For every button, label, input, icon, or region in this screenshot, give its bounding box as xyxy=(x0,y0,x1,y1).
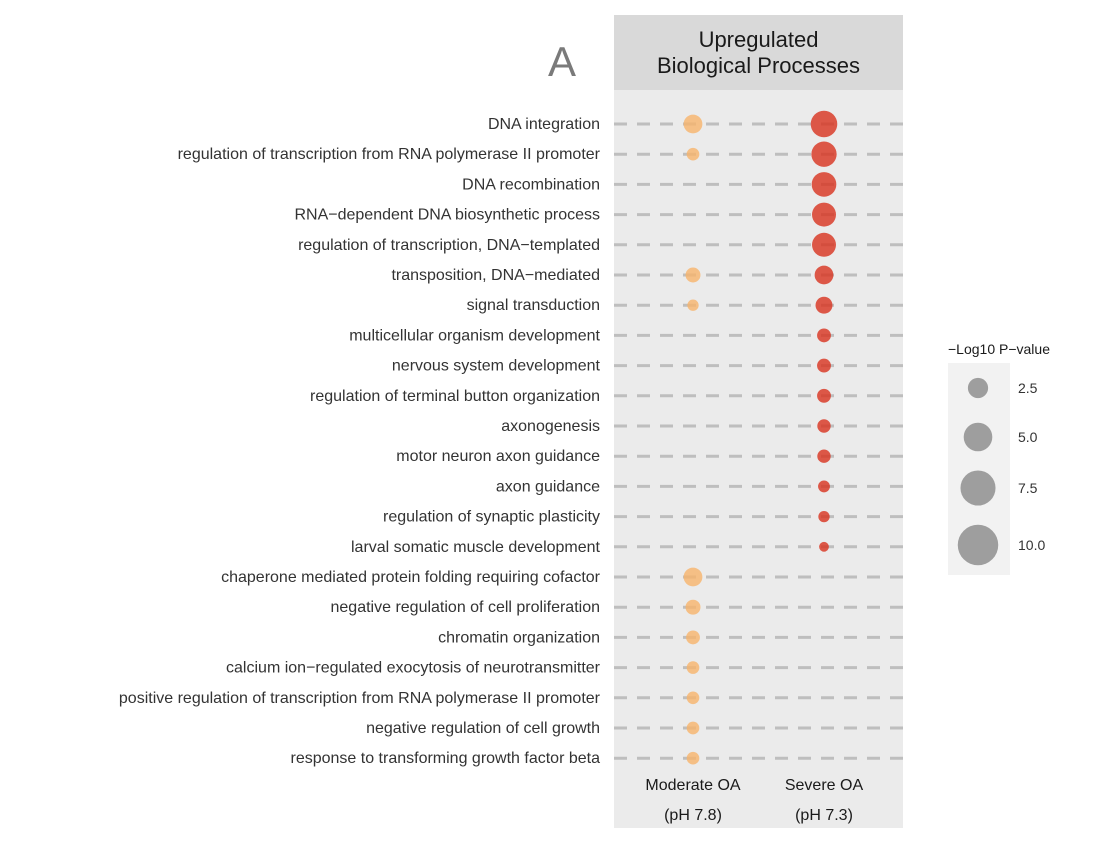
data-point xyxy=(811,141,837,167)
panel-label: A xyxy=(548,38,577,85)
data-point xyxy=(686,751,700,765)
plot-panel-background xyxy=(614,90,903,828)
legend-label: 5.0 xyxy=(1018,429,1038,445)
data-point xyxy=(686,630,700,645)
y-tick-label: larval somatic muscle development xyxy=(351,539,601,556)
data-point xyxy=(686,721,700,735)
legend-title: −Log10 P−value xyxy=(948,341,1050,357)
data-point xyxy=(817,449,831,463)
data-point xyxy=(810,110,838,138)
y-tick-label: negative regulation of cell proliferatio… xyxy=(331,599,601,616)
y-tick-label: regulation of terminal button organizati… xyxy=(310,388,600,405)
y-tick-label: DNA recombination xyxy=(462,176,600,193)
data-point xyxy=(812,202,836,227)
y-tick-label: response to transforming growth factor b… xyxy=(291,750,601,767)
data-point xyxy=(811,172,837,197)
data-point xyxy=(818,480,830,493)
facet-strip: Upregulated Biological Processes xyxy=(614,15,903,90)
legend-label: 2.5 xyxy=(1018,380,1038,396)
y-tick-label: transposition, DNA−mediated xyxy=(391,267,600,284)
y-tick-label: chromatin organization xyxy=(438,629,600,646)
y-tick-label: multicellular organism development xyxy=(349,327,600,344)
y-tick-label: signal transduction xyxy=(467,297,600,314)
y-tick-label: regulation of synaptic plasticity xyxy=(383,509,600,526)
data-point xyxy=(686,661,700,674)
facet-strip-line-2: Biological Processes xyxy=(657,52,860,78)
legend-key-circle xyxy=(967,377,989,399)
y-tick-label: chaperone mediated protein folding requi… xyxy=(221,569,601,586)
data-point xyxy=(817,328,831,343)
data-point xyxy=(812,232,836,257)
y-tick-label: negative regulation of cell growth xyxy=(366,720,600,737)
legend-key-circle xyxy=(963,422,993,452)
y-tick-label: regulation of transcription, DNA−templat… xyxy=(298,237,600,254)
legend-key-circle xyxy=(960,470,996,506)
y-tick-label: DNA integration xyxy=(488,116,600,133)
y-tick-label: axonogenesis xyxy=(501,418,600,435)
legend-label: 10.0 xyxy=(1018,537,1045,553)
data-point xyxy=(686,147,700,161)
y-tick-label: positive regulation of transcription fro… xyxy=(119,690,601,707)
data-point xyxy=(818,510,830,523)
y-tick-label: calcium ion−regulated exocytosis of neur… xyxy=(226,660,601,677)
data-point xyxy=(814,265,834,285)
y-tick-label: RNA−dependent DNA biosynthetic process xyxy=(294,207,600,224)
facet-strip-line-1: Upregulated xyxy=(698,26,819,52)
data-point xyxy=(685,267,701,283)
data-point xyxy=(683,114,703,134)
legend-label: 7.5 xyxy=(1018,480,1038,496)
y-tick-label: axon guidance xyxy=(496,478,600,495)
legend-key-circle xyxy=(957,524,999,566)
data-point xyxy=(687,299,699,311)
x-tick-label-sub: (pH 7.8) xyxy=(664,807,722,824)
x-tick-label: Moderate OA xyxy=(645,777,740,794)
y-tick-label: nervous system development xyxy=(392,358,601,375)
data-point xyxy=(815,296,833,314)
x-tick-label-sub: (pH 7.3) xyxy=(795,807,853,824)
y-tick-label: motor neuron axon guidance xyxy=(396,448,600,465)
data-point xyxy=(817,419,831,433)
data-point xyxy=(686,691,700,705)
y-tick-label: regulation of transcription from RNA pol… xyxy=(178,146,601,163)
data-point xyxy=(817,388,831,403)
data-point xyxy=(683,567,703,587)
x-tick-label: Severe OA xyxy=(785,777,864,794)
data-point xyxy=(819,541,829,552)
data-point xyxy=(817,358,831,373)
data-point xyxy=(685,599,701,615)
